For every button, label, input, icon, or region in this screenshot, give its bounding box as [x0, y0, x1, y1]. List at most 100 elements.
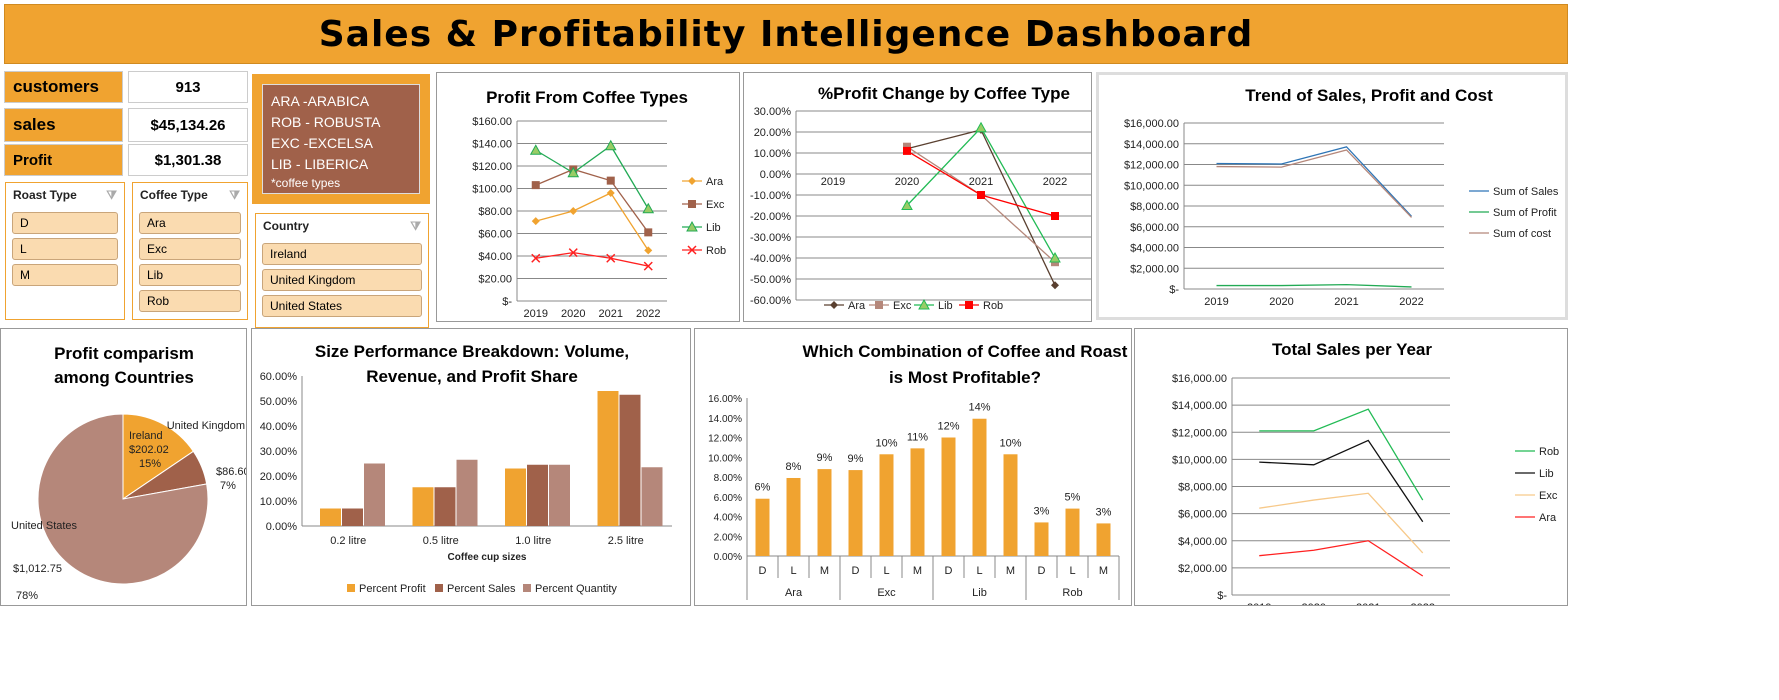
diamond-marker	[1051, 281, 1059, 290]
slice-value: $1,012.75	[13, 563, 62, 575]
x-tick-label: D	[759, 565, 767, 577]
slicer-item[interactable]: M	[12, 264, 118, 286]
chart-profit-change-by-coffee-type: %Profit Change by Coffee Type -60.00% -50.…	[743, 72, 1092, 322]
diamond-marker	[688, 177, 696, 185]
slicer-item[interactable]: Rob	[139, 290, 241, 312]
x-tick-label: L	[1069, 565, 1075, 577]
x-tick-label: 2020	[1302, 602, 1326, 605]
square-marker	[875, 301, 883, 309]
slicer-item[interactable]: Lib	[139, 264, 241, 286]
bar-percent-profit	[412, 487, 434, 526]
chart-title: among Countries	[54, 368, 194, 387]
y-tick-label: $20.00	[478, 274, 512, 286]
diamond-marker	[606, 189, 615, 197]
data-label: 12%	[937, 421, 959, 433]
x-tick-label: 0.5 litre	[423, 535, 459, 547]
clear-filter-icon[interactable]: ⧩	[106, 188, 117, 202]
legend-label: Ara	[1539, 512, 1557, 524]
slicer-item[interactable]: Ara	[139, 212, 241, 234]
key-line: LIB - LIBERICA	[271, 156, 369, 172]
legend-label: Rob	[983, 300, 1003, 312]
y-tick-label: 0.00%	[714, 552, 742, 563]
y-tick-label: $60.00	[478, 229, 512, 241]
slicer-title: Roast Type	[13, 188, 77, 202]
y-tick-label: $40.00	[478, 251, 512, 263]
y-tick-label: 30.00%	[260, 446, 298, 458]
x-tick-label: 2021	[969, 176, 993, 188]
legend-label: Lib	[706, 222, 721, 234]
bar-percent-sales	[342, 508, 363, 526]
triangle-marker	[529, 144, 542, 155]
diamond-marker	[531, 217, 540, 226]
x-tick-label: 2019	[1204, 296, 1228, 308]
group-label: Exc	[877, 587, 896, 599]
kpi-customers-value: 913	[128, 71, 248, 103]
chart-title: Profit comparism	[54, 344, 194, 363]
x-tick-label: M	[913, 565, 922, 577]
y-tick-label: $10,000.00	[1124, 180, 1179, 192]
chart-svg: %Profit Change by Coffee Type -60.00% -50.…	[750, 84, 1092, 312]
y-tick-label: 0.00%	[760, 169, 791, 181]
x-axis-title: Coffee cup sizes	[448, 552, 527, 563]
triangle-marker	[686, 220, 698, 232]
y-tick-label: $8,000.00	[1130, 201, 1179, 213]
kpi-sales-label: sales	[4, 108, 123, 142]
y-tick-label: -60.00%	[750, 295, 791, 307]
square-marker	[1051, 212, 1059, 220]
slicer-item[interactable]: United States	[262, 295, 422, 317]
bar	[1065, 508, 1080, 556]
bar-percent-quantity	[641, 467, 663, 526]
slicer-item[interactable]: Ireland	[262, 243, 422, 265]
diamond-marker	[830, 301, 838, 309]
y-tick-label: $14,000.00	[1124, 139, 1179, 151]
kpi-profit-label: Profit	[4, 144, 123, 176]
series-line-sum-of-cost	[1216, 149, 1412, 218]
legend-label: Lib	[938, 300, 953, 312]
x-tick-label: D	[1038, 565, 1046, 577]
x-marker	[643, 261, 653, 271]
x-tick-label: 2020	[561, 308, 585, 320]
bar	[1034, 522, 1049, 556]
legend-label: Rob	[706, 245, 726, 257]
y-tick-label: $16,000.00	[1124, 118, 1179, 130]
chart-trend-sales-profit-cost: Trend of Sales, Profit and Cost $- $2,000.…	[1096, 72, 1568, 320]
slicer-item[interactable]: L	[12, 238, 118, 260]
slicer-item[interactable]: D	[12, 212, 118, 234]
bar-percent-quantity	[456, 459, 478, 526]
x-tick-label: 2.5 litre	[608, 535, 644, 547]
series-line-rob	[1259, 408, 1424, 501]
group-label: Rob	[1062, 587, 1082, 599]
y-tick-label: 10.00%	[708, 453, 742, 464]
slice-pct: 78%	[16, 590, 38, 602]
group-label: Lib	[972, 587, 987, 599]
clear-filter-icon[interactable]: ⧩	[229, 188, 240, 202]
legend-label: Exc	[893, 300, 912, 312]
y-tick-label: 40.00%	[260, 421, 298, 433]
y-tick-label: $-	[1217, 590, 1227, 602]
slice-pct: 7%	[220, 480, 236, 492]
slicer-item[interactable]: Exc	[139, 238, 241, 260]
x-marker	[606, 253, 616, 263]
clear-filter-icon[interactable]: ⧩	[410, 219, 421, 233]
x-tick-label: 0.2 litre	[330, 535, 366, 547]
data-label: 10%	[999, 437, 1021, 449]
y-tick-label: 12.00%	[708, 434, 742, 445]
y-tick-label: -30.00%	[750, 232, 791, 244]
y-tick-label: $4,000.00	[1130, 243, 1179, 255]
legend-swatch	[523, 584, 531, 592]
slicer-item[interactable]: United Kingdom	[262, 269, 422, 291]
y-tick-label: 4.00%	[714, 513, 742, 524]
chart-title: %Profit Change by Coffee Type	[818, 84, 1070, 103]
chart-profit-by-country: Profit comparism among Countries Ireland $2…	[0, 328, 250, 606]
x-tick-label: 2022	[1043, 176, 1067, 188]
chart-title: Revenue, and Profit Share	[366, 367, 578, 386]
legend-label: Ara	[706, 176, 724, 188]
chart-svg: Size Performance Breakdown: Volume, Reven…	[260, 342, 672, 595]
x-tick-label: L	[976, 565, 982, 577]
slicer-title: Coffee Type	[140, 188, 208, 202]
kpi-profit-value: $1,301.38	[128, 144, 248, 176]
chart-title: Which Combination of Coffee and Roast	[803, 342, 1128, 361]
square-marker	[977, 191, 985, 199]
slicer-coffee-type: Coffee Type ⧩ Ara Exc Lib Rob	[132, 182, 248, 320]
bar-percent-quantity	[549, 464, 570, 526]
